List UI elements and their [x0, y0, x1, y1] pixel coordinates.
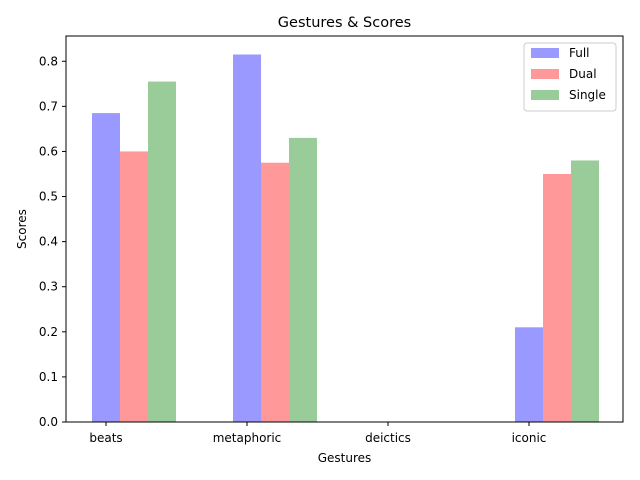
y-tick-label: 0.3 — [39, 280, 58, 294]
bar-dual-metaphoric — [261, 162, 289, 422]
legend: Full Dual Single — [523, 42, 617, 112]
legend-swatch-full — [531, 48, 559, 58]
legend-label-single: Single — [569, 88, 606, 102]
y-tick-label: 0.4 — [39, 235, 58, 249]
legend-label-dual: Dual — [569, 67, 597, 81]
x-tick-label-iconic: iconic — [512, 431, 547, 445]
x-tick-label-deictics: deictics — [365, 431, 411, 445]
y-tick-label: 0.1 — [39, 370, 58, 384]
bar-single-beats — [148, 81, 176, 422]
y-tick-label: 0.7 — [39, 99, 58, 113]
y-axis: 0.0 0.1 0.2 0.3 0.4 0.5 0.6 0.7 0.8 — [39, 54, 66, 429]
bar-dual-beats — [120, 151, 148, 422]
y-tick-label: 0.8 — [39, 54, 58, 68]
y-tick-label: 0.5 — [39, 190, 58, 204]
bars-layer — [92, 54, 599, 423]
bar-full-metaphoric — [233, 54, 261, 423]
y-tick-label: 0.0 — [39, 415, 58, 429]
y-tick-label: 0.6 — [39, 144, 58, 158]
bar-single-iconic — [571, 160, 599, 422]
legend-swatch-single — [531, 90, 559, 100]
x-axis-label: Gestures — [318, 451, 372, 465]
legend-swatch-dual — [531, 69, 559, 79]
bar-full-beats — [92, 113, 120, 423]
chart-title: Gestures & Scores — [278, 15, 411, 31]
bar-dual-iconic — [543, 173, 571, 422]
x-axis: beats metaphoric deictics iconic — [89, 422, 546, 445]
bar-single-metaphoric — [289, 137, 317, 423]
x-tick-label-metaphoric: metaphoric — [213, 431, 282, 445]
plot-frame — [65, 35, 624, 423]
y-tick-label: 0.2 — [39, 325, 58, 339]
y-axis-label: Scores — [15, 209, 29, 249]
legend-label-full: Full — [569, 46, 590, 60]
bar-full-iconic — [515, 327, 543, 422]
x-tick-label-beats: beats — [89, 431, 122, 445]
